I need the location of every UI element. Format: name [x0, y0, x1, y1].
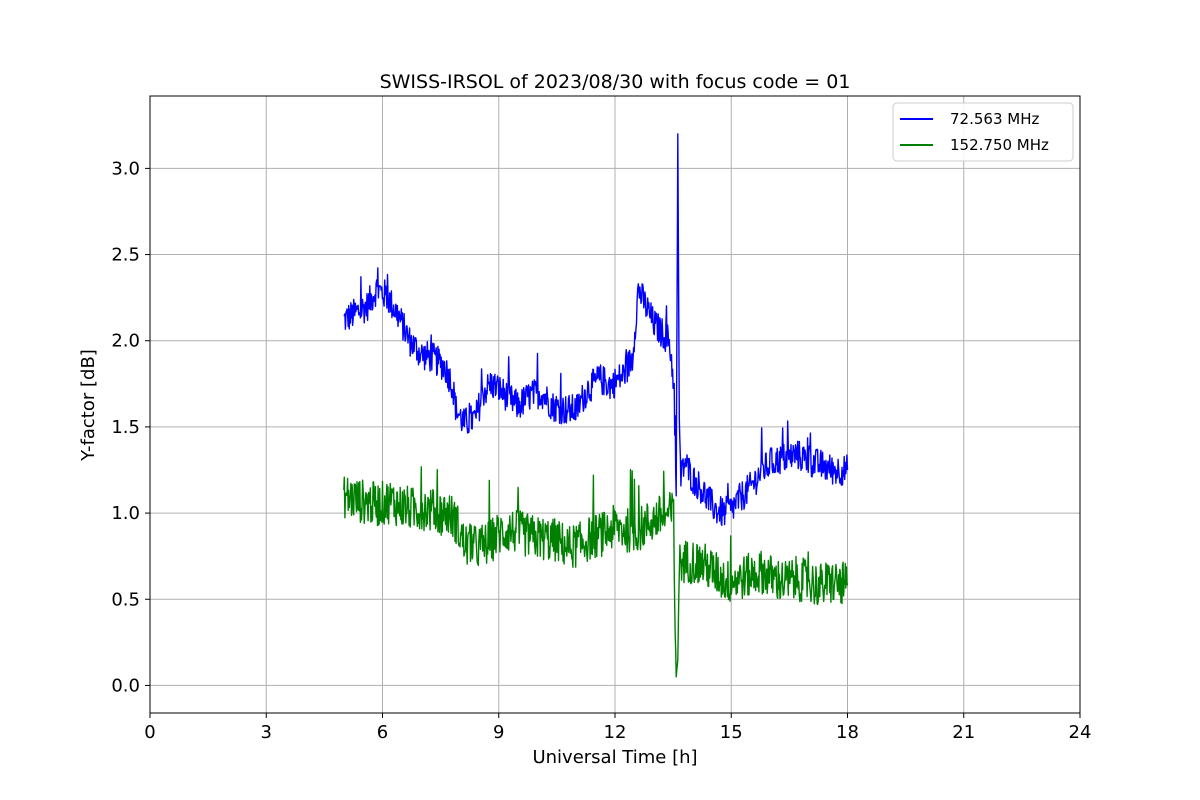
legend-label-1: 152.750 MHz	[950, 136, 1049, 154]
y-axis-label: Y-factor [dB]	[78, 349, 99, 462]
y-tick-label: 1.5	[111, 417, 140, 438]
legend: 72.563 MHz 152.750 MHz	[892, 102, 1074, 162]
x-tick-label: 6	[377, 722, 388, 743]
x-tick-label: 0	[144, 722, 155, 743]
legend-box	[892, 102, 1074, 162]
y-tick-label: 0.5	[111, 589, 140, 610]
y-tick-label: 3.0	[111, 158, 140, 179]
x-tick-label: 9	[493, 722, 504, 743]
x-tick-label: 21	[952, 722, 975, 743]
plot-area	[343, 133, 849, 678]
x-axis-label: Universal Time [h]	[532, 747, 697, 768]
x-tick-label: 15	[720, 722, 743, 743]
y-tick-label: 2.0	[111, 331, 140, 352]
series-line-1	[343, 466, 849, 678]
x-tick-label: 18	[836, 722, 859, 743]
y-tick-label: 2.5	[111, 245, 140, 266]
series-line-0	[343, 133, 849, 526]
x-tick-label: 24	[1069, 722, 1092, 743]
x-tick-label: 3	[261, 722, 272, 743]
x-tick-label: 12	[604, 722, 627, 743]
x-axis: 0 3 6 9 12 15 18 21 24	[144, 713, 1091, 743]
y-tick-label: 0.0	[111, 675, 140, 696]
y-axis: 0.0 0.5 1.0 1.5 2.0 2.5 3.0	[111, 158, 150, 696]
legend-label-0: 72.563 MHz	[950, 110, 1039, 128]
y-tick-label: 1.0	[111, 503, 140, 524]
chart-title: SWISS-IRSOL of 2023/08/30 with focus cod…	[380, 71, 851, 93]
